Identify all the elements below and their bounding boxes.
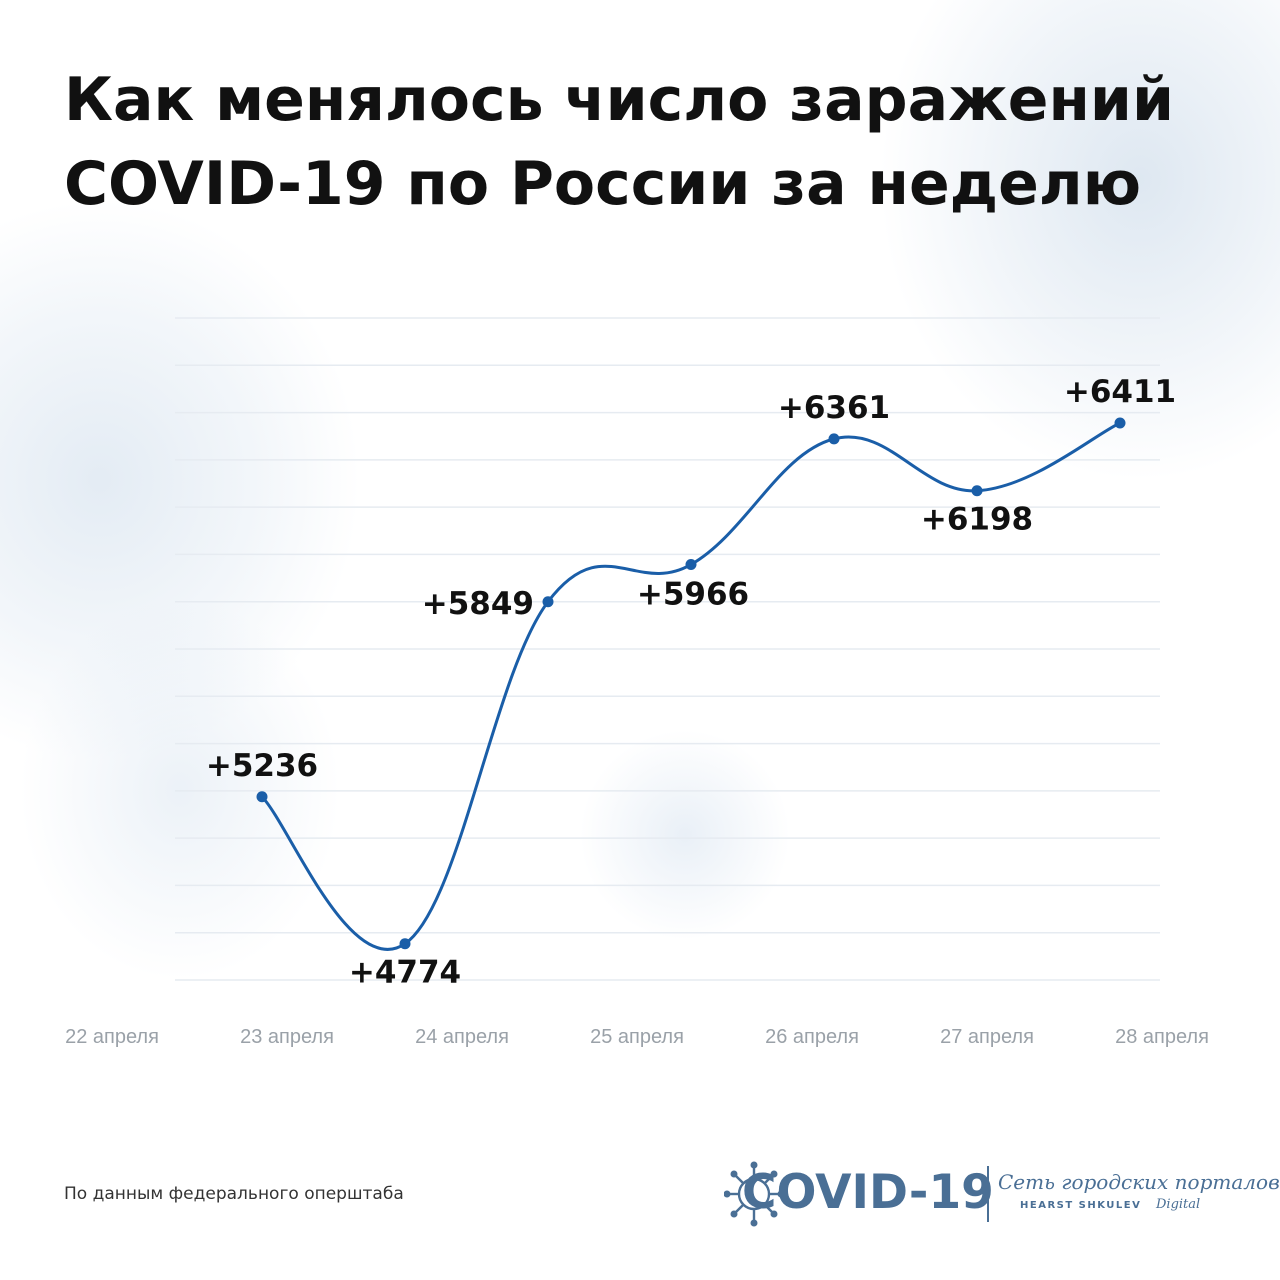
data-label: +4774 [349, 955, 461, 991]
data-points [256, 417, 1126, 950]
x-tick-label: 28 апреля [1115, 1026, 1209, 1048]
data-label: +6411 [1064, 374, 1176, 410]
virus-decoration-center [580, 730, 790, 940]
x-tick-label: 25 апреля [590, 1026, 684, 1048]
page-title: Как менялось число заражений COVID-19 по… [64, 58, 1244, 226]
chart-gridlines [175, 317, 1160, 981]
virus-decoration-left-lower [20, 600, 340, 980]
virus-icon [724, 1161, 784, 1227]
data-label: +6198 [921, 502, 1033, 538]
x-tick-label: 23 апреля [240, 1026, 334, 1048]
data-label: +5966 [637, 577, 749, 613]
source-note: По данным федерального оперштаба [64, 1184, 404, 1204]
data-point [542, 596, 554, 608]
logo-divider [987, 1166, 989, 1222]
x-axis-tick-labels: 22 апреля 23 апреля 24 апреля 25 апреля 26 а… [65, 1026, 1209, 1048]
x-tick-label: 26 апреля [765, 1026, 859, 1048]
data-point [685, 559, 697, 571]
logo-brand: HEARST SHKULEV [1020, 1200, 1142, 1211]
data-label: +5849 [422, 586, 534, 622]
data-point [1114, 417, 1126, 429]
logo-network-name: Сеть городских порталов [998, 1170, 1280, 1194]
title-line-2: COVID-19 по России за неделю [64, 149, 1142, 219]
logo-digital: Digital [1156, 1197, 1201, 1212]
x-tick-label: 22 апреля [65, 1026, 159, 1048]
data-point [971, 485, 983, 497]
logo-text: COVID-19 [742, 1165, 994, 1220]
x-tick-label: 27 апреля [940, 1026, 1034, 1048]
data-label: +6361 [778, 390, 890, 426]
data-point [399, 938, 411, 950]
covid-logo: COVID-19 Сеть городских порталов HEARST … [724, 1158, 1280, 1228]
data-labels: +5236 +4774 +5849 +5966 +6361 +6198 +6411 [206, 374, 1176, 991]
data-label: +5236 [206, 748, 318, 784]
x-tick-label: 24 апреля [415, 1026, 509, 1048]
data-point [828, 433, 840, 445]
data-point [256, 791, 268, 803]
title-line-1: Как менялось число заражений [64, 65, 1174, 135]
